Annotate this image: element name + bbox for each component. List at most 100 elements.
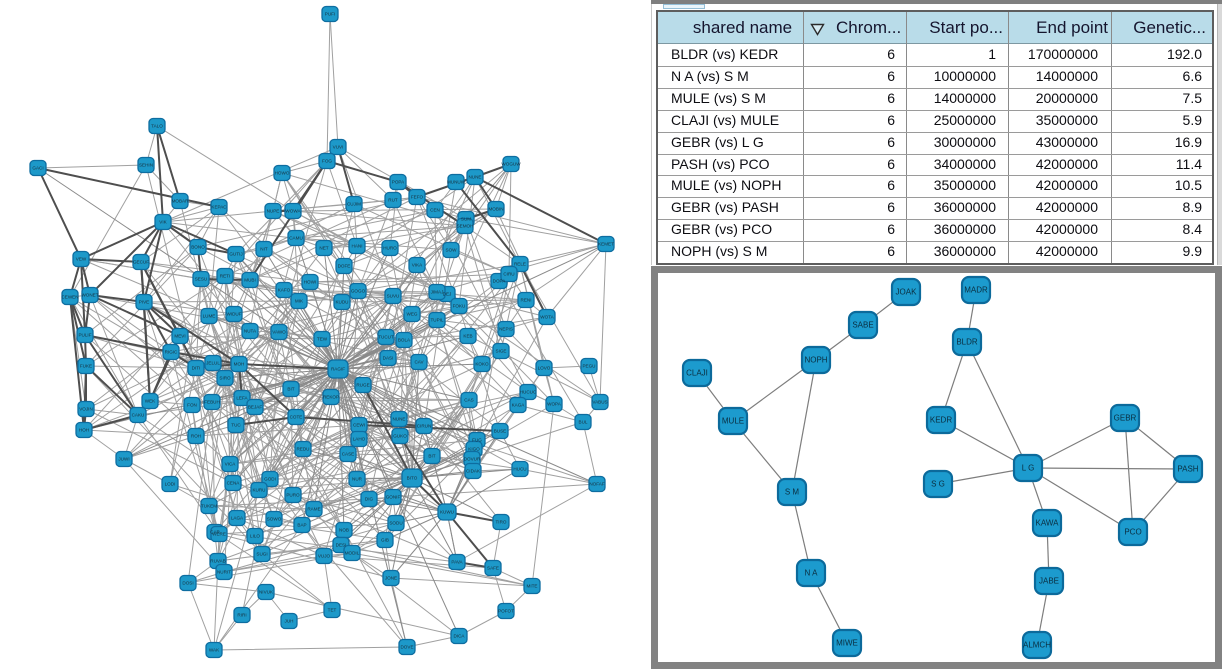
svg-text:VIK: VIK (159, 220, 167, 225)
svg-text:BEJAF: BEJAF (248, 405, 262, 410)
svg-text:MITE: MITE (527, 584, 538, 589)
svg-text:MODIL: MODIL (345, 551, 360, 556)
svg-text:HANI: HANI (352, 244, 363, 249)
svg-text:KUDU: KUDU (335, 300, 348, 305)
svg-text:VUVI: VUVI (333, 145, 344, 150)
svg-text:KEDR: KEDR (930, 416, 952, 425)
svg-text:GEBR: GEBR (1114, 414, 1137, 423)
svg-text:VUJO: VUJO (318, 554, 331, 559)
svg-text:HUCU: HUCU (513, 467, 526, 472)
svg-text:KEPAC: KEPAC (211, 205, 227, 210)
svg-text:KURU: KURU (252, 488, 265, 493)
svg-text:WOGUW: WOGUW (501, 162, 521, 167)
svg-text:WERE: WERE (212, 532, 226, 537)
svg-text:DOVE: DOVE (400, 645, 413, 650)
svg-text:HUCUC: HUCUC (520, 390, 537, 395)
svg-text:KAFO: KAFO (278, 288, 291, 293)
svg-text:PULIF: PULIF (78, 333, 91, 338)
svg-text:DESI: DESI (336, 543, 347, 548)
svg-text:JUH: JUH (285, 619, 294, 624)
svg-text:NEPIS: NEPIS (499, 327, 513, 332)
svg-text:PCO: PCO (1124, 528, 1141, 537)
svg-text:SUGI: SUGI (256, 552, 267, 557)
svg-text:NUNE: NUNE (468, 175, 481, 180)
svg-text:VOJIN: VOJIN (79, 407, 93, 412)
svg-text:JOAK: JOAK (896, 288, 918, 297)
svg-text:DASI: DASI (383, 356, 394, 361)
svg-text:GIB: GIB (381, 538, 389, 543)
svg-text:MOBIN: MOBIN (488, 207, 503, 212)
svg-text:KAWA: KAWA (1036, 519, 1060, 528)
svg-text:FON: FON (187, 403, 197, 408)
svg-text:BITO: BITO (407, 476, 418, 481)
svg-text:CEN: CEN (430, 208, 440, 213)
svg-text:JUWI: JUWI (118, 457, 129, 462)
svg-text:CEWEN: CEWEN (61, 295, 78, 300)
svg-text:FUKE: FUKE (80, 364, 92, 369)
svg-text:LAGA: LAGA (231, 516, 244, 521)
svg-text:BUL: BUL (579, 420, 588, 425)
svg-text:HOWO: HOWO (275, 171, 290, 176)
svg-text:KEMET: KEMET (598, 242, 614, 247)
svg-text:PUFI: PUFI (325, 12, 335, 17)
svg-text:BAP: BAP (297, 523, 306, 528)
svg-text:DITI: DITI (192, 366, 201, 371)
svg-text:FOKU: FOKU (453, 304, 466, 309)
svg-text:JELUL: JELUL (206, 361, 220, 366)
svg-text:CAS: CAS (464, 398, 473, 403)
svg-text:TUKEM: TUKEM (201, 504, 217, 509)
svg-text:ALMCH: ALMCH (1023, 641, 1051, 650)
svg-text:MOH: MOH (234, 362, 245, 367)
svg-text:JABE: JABE (1039, 577, 1059, 586)
svg-text:REDU: REDU (296, 447, 309, 452)
svg-text:HURO: HURO (383, 246, 397, 251)
svg-text:WOWA: WOWA (285, 209, 301, 214)
svg-text:FEBUH: FEBUH (204, 400, 220, 405)
svg-text:ROH: ROH (191, 434, 201, 439)
svg-text:MUNUW: MUNUW (447, 180, 466, 185)
svg-text:KUWU: KUWU (440, 510, 454, 515)
svg-text:RAGIF: RAGIF (331, 367, 345, 372)
svg-text:BONO: BONO (191, 245, 205, 250)
svg-text:MULE: MULE (722, 417, 744, 426)
svg-text:BUSE: BUSE (494, 429, 507, 434)
svg-text:LUME: LUME (203, 314, 216, 319)
svg-text:WEG: WEG (407, 312, 418, 317)
svg-text:NUPE: NUPE (267, 209, 280, 214)
svg-text:FUG: FUG (472, 438, 482, 443)
svg-text:VAWO: VAWO (272, 330, 286, 335)
svg-text:NUTA: NUTA (244, 329, 257, 334)
svg-text:CENA: CENA (227, 481, 241, 486)
svg-text:LEFA: LEFA (236, 396, 248, 401)
svg-text:TUCUT: TUCUT (378, 335, 394, 340)
svg-text:SABE: SABE (852, 321, 873, 330)
svg-text:GODI: GODI (264, 477, 276, 482)
svg-text:HOH: HOH (79, 428, 89, 433)
svg-text:SAFE: SAFE (487, 566, 499, 571)
svg-text:TUPIL: TUPIL (430, 318, 443, 323)
svg-text:NIVUK: NIVUK (259, 590, 274, 595)
svg-text:PIVE: PIVE (139, 300, 149, 305)
svg-text:NOFAF: NOFAF (589, 482, 605, 487)
svg-text:SEMOH: SEMOH (457, 224, 474, 229)
svg-text:SODU: SODU (389, 521, 402, 526)
svg-text:DOSI: DOSI (182, 581, 193, 586)
svg-text:S G: S G (931, 480, 945, 489)
svg-text:RIRI: RIRI (237, 613, 246, 618)
svg-text:SIGE: SIGE (496, 349, 507, 354)
svg-text:SESU: SESU (195, 277, 208, 282)
svg-text:CLAJI: CLAJI (686, 369, 708, 378)
svg-text:LODI: LODI (165, 482, 176, 487)
svg-text:NIT: NIT (260, 247, 268, 252)
svg-text:GACI: GACI (32, 166, 43, 171)
svg-text:MUBI: MUBI (244, 278, 255, 283)
svg-text:NET: NET (319, 246, 328, 251)
svg-text:S M: S M (785, 488, 800, 497)
svg-text:CUJIM: CUJIM (347, 202, 361, 207)
svg-text:CASE: CASE (342, 452, 355, 457)
svg-text:TALO: TALO (151, 124, 163, 129)
svg-text:CIDAK: CIDAK (466, 469, 481, 474)
svg-text:LAHO: LAHO (353, 437, 366, 442)
svg-text:DIG: DIG (365, 497, 374, 502)
svg-text:FEFO: FEFO (411, 195, 424, 200)
